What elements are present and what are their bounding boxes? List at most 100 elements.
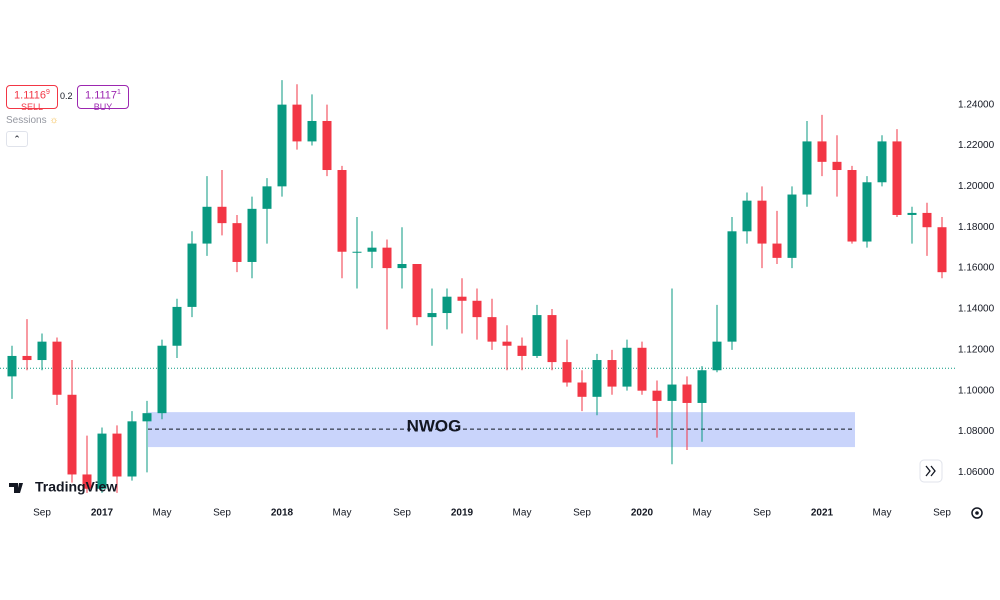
y-tick-label: 1.20000 <box>958 181 995 192</box>
candle-body <box>907 212 917 215</box>
candle-body <box>607 360 617 387</box>
candle-body <box>322 120 332 171</box>
x-tick-label: May <box>333 508 352 519</box>
candle-body <box>397 264 407 269</box>
candle-body <box>922 212 932 228</box>
x-tick-label: Sep <box>393 508 411 519</box>
buy-button[interactable]: 1.11171 BUY <box>77 85 129 112</box>
candle-body <box>697 370 707 403</box>
candle-body <box>67 394 77 475</box>
y-tick-label: 1.12000 <box>958 344 995 355</box>
sell-button[interactable]: 1.11169 SELL <box>6 85 58 112</box>
y-tick-label: 1.22000 <box>958 140 995 151</box>
candle-body <box>367 247 377 252</box>
logo-icon <box>9 483 23 493</box>
nwog-zone <box>148 412 855 448</box>
candle-body <box>457 296 467 301</box>
candle-body <box>682 384 692 403</box>
logo[interactable]: TradingView <box>9 479 117 495</box>
candle-body <box>742 200 752 232</box>
candle-body <box>802 141 812 195</box>
candle-body <box>577 382 587 397</box>
candle-body <box>847 170 857 242</box>
candle-body <box>172 306 182 346</box>
candle-body <box>832 161 842 171</box>
buy-price: 1.1117 <box>85 89 118 102</box>
candle-body <box>517 345 527 356</box>
candle-body <box>127 421 137 477</box>
candle-body <box>472 300 482 318</box>
candle-body <box>442 296 452 314</box>
sessions-icon: ☼ <box>49 115 59 126</box>
candle-body <box>427 313 437 318</box>
candle-body <box>877 141 887 183</box>
candle-body <box>637 347 647 391</box>
candle-body <box>547 315 557 363</box>
y-tick-label: 1.14000 <box>958 304 995 315</box>
x-tick-label: Sep <box>573 508 591 519</box>
buy-label: BUY <box>93 101 113 112</box>
zone-label: NWOG <box>407 416 462 435</box>
logo-text: TradingView <box>35 479 117 495</box>
scroll-button[interactable] <box>919 459 943 483</box>
y-tick-label: 1.24000 <box>958 99 995 110</box>
candle-body <box>247 208 257 262</box>
candle-body <box>82 474 92 489</box>
sessions-text: Sessions <box>6 115 47 126</box>
candle-body <box>772 243 782 258</box>
x-tick-label: 2017 <box>91 508 114 519</box>
candle-body <box>22 355 32 361</box>
candle-body <box>232 223 242 262</box>
x-tick-label: May <box>873 508 892 519</box>
x-tick-label: 2019 <box>451 508 474 519</box>
candle-body <box>727 231 737 342</box>
x-tick-label: May <box>693 508 712 519</box>
settings-button[interactable] <box>971 507 983 519</box>
candle-body <box>142 413 152 422</box>
sessions-label[interactable]: Sessions ☼ <box>6 115 59 126</box>
x-tick-label: Sep <box>933 508 951 519</box>
candle-body <box>667 384 677 401</box>
x-tick-label: Sep <box>33 508 51 519</box>
y-tick-label: 1.10000 <box>958 385 995 396</box>
candle-body <box>352 251 362 253</box>
candle-body <box>292 104 302 142</box>
candle-body <box>622 347 632 387</box>
candle-body <box>97 433 107 489</box>
sell-label: SELL <box>20 101 44 112</box>
candle-body <box>592 360 602 397</box>
candle-body <box>817 141 827 162</box>
collapse-button[interactable]: ⌃ <box>6 131 28 147</box>
candle-body <box>787 194 797 258</box>
x-tick-label: Sep <box>213 508 231 519</box>
candle-body <box>562 362 572 383</box>
candle-body <box>37 341 47 361</box>
candle-body <box>652 390 662 401</box>
candle-body <box>217 206 227 224</box>
candle-body <box>337 170 347 252</box>
candle-body <box>262 186 272 209</box>
x-tick-label: May <box>153 508 172 519</box>
x-tick-label: May <box>513 508 532 519</box>
sell-pip: 9 <box>46 89 50 96</box>
candle-body <box>937 227 947 273</box>
candle-body <box>112 433 122 477</box>
y-tick-label: 1.06000 <box>958 467 995 478</box>
candle-body <box>307 120 317 142</box>
candle-body <box>487 317 497 342</box>
candle-body <box>187 243 197 307</box>
candle-body <box>892 141 902 215</box>
candle-body <box>532 315 542 356</box>
candle-body <box>202 206 212 244</box>
candle-body <box>7 355 17 377</box>
candle-body <box>757 200 767 244</box>
buy-pip: 1 <box>117 89 121 96</box>
candle-body <box>862 182 872 242</box>
candle-body <box>382 247 392 269</box>
x-tick-label: 2018 <box>271 508 294 519</box>
x-tick-label: 2021 <box>811 508 834 519</box>
candle-body <box>502 341 512 346</box>
x-tick-label: 2020 <box>631 508 654 519</box>
candle-body <box>712 341 722 371</box>
